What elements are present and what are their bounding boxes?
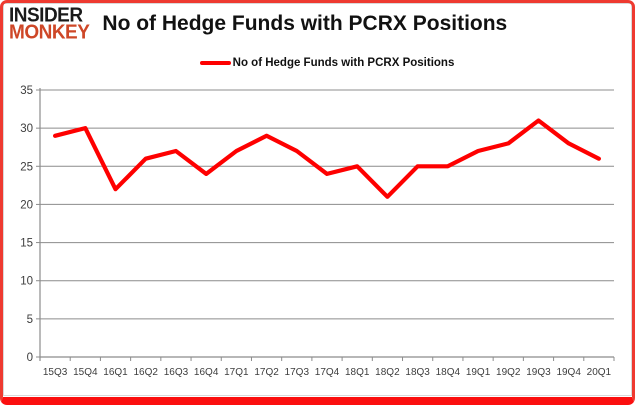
x-tick-label: 18Q1 bbox=[345, 367, 370, 378]
x-tick-label: 17Q2 bbox=[254, 367, 279, 378]
y-tick-label: 5 bbox=[27, 314, 33, 326]
x-tick-label: 17Q1 bbox=[224, 367, 249, 378]
chart-legend: No of Hedge Funds with PCRX Positions bbox=[40, 57, 614, 69]
x-tick-label: 17Q4 bbox=[315, 367, 340, 378]
y-tick-label: 10 bbox=[20, 276, 33, 288]
y-tick-label: 35 bbox=[20, 85, 33, 97]
x-tick-label: 16Q1 bbox=[103, 367, 128, 378]
x-tick-label: 18Q4 bbox=[436, 367, 461, 378]
logo-word-monkey: MONKEY bbox=[9, 21, 90, 44]
axes bbox=[36, 88, 615, 361]
x-tick-label: 19Q4 bbox=[556, 367, 581, 378]
x-tick-label: 15Q4 bbox=[73, 367, 98, 378]
x-tick-label: 19Q3 bbox=[526, 367, 551, 378]
x-tick-label: 15Q3 bbox=[43, 367, 68, 378]
x-tick-label: 19Q2 bbox=[496, 367, 521, 378]
x-tick-label: 16Q4 bbox=[194, 367, 219, 378]
chart-header: INSIDER MONKEY No of Hedge Funds with PC… bbox=[9, 4, 508, 44]
x-tick-label: 18Q3 bbox=[405, 367, 430, 378]
x-tick-label: 18Q2 bbox=[375, 367, 400, 378]
legend-line-swatch-icon bbox=[199, 60, 231, 66]
data-line-series bbox=[52, 118, 602, 199]
y-tick-label: 15 bbox=[20, 238, 33, 250]
x-tick-label: 19Q1 bbox=[466, 367, 491, 378]
y-tick-label: 0 bbox=[27, 352, 33, 364]
gridlines bbox=[40, 89, 614, 320]
x-tick-label: 16Q2 bbox=[134, 367, 159, 378]
chart-title: No of Hedge Funds with PCRX Positions bbox=[102, 12, 508, 35]
y-tick-label: 20 bbox=[20, 199, 33, 211]
x-axis-labels: 15Q3 15Q4 16Q1 16Q2 16Q3 16Q4 17Q1 17Q2 17Q3 17Q4… bbox=[43, 367, 612, 378]
legend-series-label: No of Hedge Funds with PCRX Positions bbox=[232, 57, 455, 69]
logo-word-insider: INSIDER bbox=[9, 4, 83, 27]
y-axis-labels: 0 5 10 15 20 25 30 35 bbox=[20, 85, 33, 364]
x-tick-label: 17Q3 bbox=[285, 367, 310, 378]
x-tick-label: 16Q3 bbox=[164, 367, 189, 378]
insider-monkey-logo: INSIDER MONKEY bbox=[9, 4, 90, 44]
y-tick-label: 25 bbox=[20, 161, 33, 173]
x-tick-label: 20Q1 bbox=[587, 367, 612, 378]
y-tick-label: 30 bbox=[20, 123, 33, 135]
